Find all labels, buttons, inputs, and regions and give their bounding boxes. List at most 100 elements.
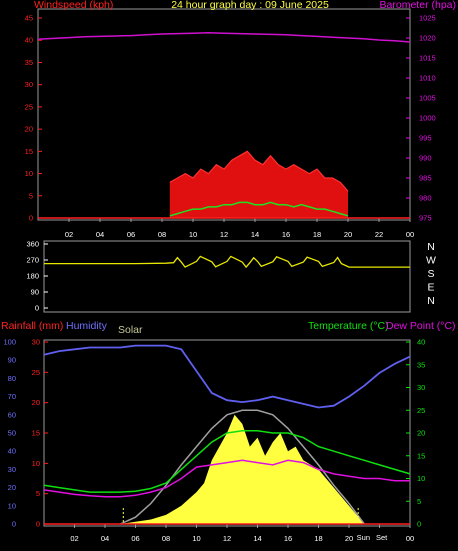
x-tick-label: 06 — [131, 534, 139, 543]
humidity-axis-label: Humidity — [66, 320, 108, 332]
windspeed-axis-label: Windspeed (kph) — [34, 0, 113, 11]
x-tick-label: 16 — [284, 534, 292, 543]
rainfall-ticks: 0 5 10 15 20 25 30 — [32, 338, 48, 529]
y-tick-label: 995 — [419, 134, 432, 143]
compass-letter: E — [427, 282, 434, 294]
wind-gust-line — [169, 150, 349, 192]
y-tick-label: 5 — [36, 489, 40, 498]
x-tick-label: 18 — [313, 230, 321, 239]
y-tick-label: 25 — [417, 406, 425, 415]
y-tick-label: 0 — [417, 520, 421, 529]
x-tick-label: 04 — [96, 230, 104, 239]
x-tick-label: 08 — [162, 534, 170, 543]
y-tick-label: 1005 — [419, 94, 436, 103]
y-tick-label: 360 — [26, 240, 39, 249]
compass-letter: N — [427, 295, 435, 307]
x-tick-label: 10 — [192, 534, 200, 543]
panel1-series — [37, 32, 411, 219]
y-tick-label: 975 — [419, 214, 432, 223]
compass-letter: S — [427, 268, 434, 280]
rainfall-axis-label: Rainfall (mm) — [1, 320, 63, 332]
y-tick-label: 40 — [417, 338, 425, 347]
solar-label: Solar — [118, 324, 143, 336]
panel3-x-ticks: 02 04 06 08 10 12 14 16 18 20 00 — [70, 524, 414, 543]
x-tick-label: 20 — [344, 230, 352, 239]
barometer-axis-label: Barometer (hpa) — [380, 0, 456, 11]
y-tick-label: 5 — [417, 497, 421, 506]
barometer-ticks: 975 980 985 990 995 1000 1005 1010 1015 1020 1025 — [406, 14, 436, 223]
x-tick-label: 14 — [253, 534, 261, 543]
x-tick-label: 02 — [70, 534, 78, 543]
dewpoint-line — [43, 459, 410, 498]
y-tick-label: 25 — [32, 368, 40, 377]
y-tick-label: 1015 — [419, 54, 436, 63]
y-tick-label: 0 — [35, 304, 39, 313]
x-tick-label: 16 — [282, 230, 290, 239]
sunset-marker: Set — [376, 533, 388, 542]
y-tick-label: 35 — [417, 360, 425, 369]
x-tick-label: 12 — [223, 534, 231, 543]
compass-letter: N — [427, 241, 435, 253]
wind-barometer-panel: Windspeed (kph) 24 hour graph day : 09 J… — [25, 0, 456, 239]
y-tick-label: 50 — [8, 429, 16, 438]
y-tick-label: 35 — [25, 58, 33, 67]
y-tick-label: 30 — [32, 338, 40, 347]
temperature-line — [43, 429, 411, 493]
sunrise-marker: Sun — [357, 533, 370, 542]
barometer-line — [37, 32, 411, 43]
x-tick-label: 12 — [220, 230, 228, 239]
y-tick-label: 30 — [417, 383, 425, 392]
y-tick-label: 1000 — [419, 114, 436, 123]
x-tick-label: 00 — [406, 534, 414, 543]
dewpoint-axis-label: Dew Point (°C) — [386, 320, 456, 332]
temperature-ticks: 0 5 10 15 20 25 30 35 40 — [406, 338, 425, 529]
x-tick-label: 18 — [314, 534, 322, 543]
x-tick-label: 06 — [127, 230, 135, 239]
temperature-axis-label: Temperature (°C) — [308, 320, 389, 332]
y-tick-label: 70 — [8, 392, 16, 401]
y-tick-label: 25 — [25, 102, 33, 111]
direction-degree-ticks: 0 90 180 270 360 — [26, 240, 48, 313]
x-tick-label: 10 — [189, 230, 197, 239]
panel1-x-ticks: 02 04 06 08 10 12 14 16 18 20 22 00 — [65, 218, 414, 239]
wind-direction-line — [44, 255, 410, 269]
panel3-series — [43, 344, 411, 525]
y-tick-label: 40 — [25, 36, 33, 45]
x-tick-label: 00 — [406, 230, 414, 239]
chart-title: 24 hour graph day : 09 June 2025 — [171, 0, 329, 11]
y-tick-label: 15 — [417, 451, 425, 460]
y-tick-label: 10 — [417, 474, 425, 483]
solar-area — [120, 414, 365, 524]
temperature-humidity-panel: Rainfall (mm) Humidity Solar Temperature… — [1, 320, 456, 543]
y-tick-label: 5 — [29, 191, 33, 200]
panel2-frame — [43, 240, 411, 313]
y-tick-label: 10 — [25, 169, 33, 178]
y-tick-label: 990 — [419, 154, 432, 163]
y-tick-label: 80 — [8, 374, 16, 383]
y-tick-label: 0 — [36, 520, 40, 529]
panel2-series — [44, 255, 410, 269]
y-tick-label: 980 — [419, 194, 432, 203]
y-tick-label: 45 — [25, 14, 33, 23]
y-tick-label: 1025 — [419, 14, 436, 23]
y-tick-label: 90 — [8, 356, 16, 365]
y-tick-label: 30 — [8, 465, 16, 474]
compass-letter: W — [426, 255, 436, 267]
humidity-line — [43, 344, 411, 409]
y-tick-label: 10 — [8, 501, 16, 510]
humidity-ticks: 0 10 20 30 40 50 60 70 80 90 100 — [3, 338, 16, 529]
x-tick-label: 04 — [101, 534, 109, 543]
x-tick-label: 20 — [345, 534, 353, 543]
y-tick-label: 180 — [26, 272, 39, 281]
y-tick-label: 20 — [32, 398, 40, 407]
solar-max-curve — [119, 409, 365, 525]
y-tick-label: 60 — [8, 410, 16, 419]
wind-gust-area — [169, 151, 348, 218]
x-tick-label: 22 — [375, 230, 383, 239]
y-tick-label: 270 — [26, 256, 39, 265]
y-tick-label: 30 — [25, 80, 33, 89]
y-tick-label: 20 — [8, 483, 16, 492]
y-tick-label: 10 — [32, 459, 40, 468]
y-tick-label: 40 — [8, 447, 16, 456]
